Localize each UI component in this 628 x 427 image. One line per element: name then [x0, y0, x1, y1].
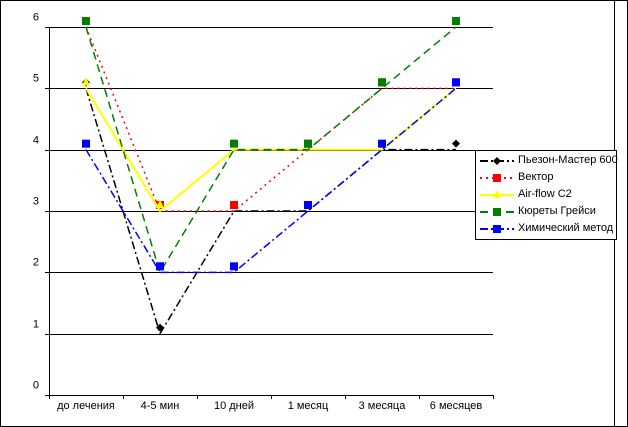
- y-tick-label: 4: [33, 135, 39, 147]
- data-point-square: [493, 174, 501, 182]
- series-3: [82, 17, 460, 275]
- series-0: [82, 78, 460, 336]
- data-point-square: [82, 17, 90, 25]
- data-point-square: [452, 78, 460, 87]
- legend-label: Химический метод: [518, 222, 614, 234]
- series-line: [85, 87, 457, 274]
- legend-swatch: [480, 190, 514, 198]
- y-tick-label: 5: [33, 73, 39, 85]
- data-point-square: [82, 139, 90, 148]
- series-4: [82, 78, 460, 274]
- legend-swatch: [480, 208, 514, 216]
- legend-item: Кюреты Грейси: [476, 203, 616, 221]
- data-point-square: [230, 201, 238, 209]
- y-tick-label: 1: [33, 319, 39, 331]
- x-tick-label: 3 месяца: [359, 400, 407, 412]
- legend-swatch: [480, 174, 514, 182]
- x-tick-label: 1 месяц: [288, 400, 329, 412]
- legend-item: Air-flow C2: [476, 186, 616, 204]
- y-tick-label: 6: [33, 12, 39, 24]
- x-tick-label: 6 месяцев: [430, 400, 483, 412]
- series-2: [82, 77, 460, 213]
- series-line: [85, 88, 456, 336]
- data-point-diamond: [493, 157, 501, 165]
- data-point-square: [156, 262, 164, 271]
- data-point-diamond: [156, 323, 164, 332]
- y-tick-label: 2: [33, 257, 39, 269]
- data-point-square: [230, 139, 238, 148]
- data-point-square: [304, 201, 312, 209]
- y-tick-label: 3: [33, 196, 39, 208]
- legend-swatch: [480, 225, 514, 233]
- data-point-triangle: [156, 200, 164, 208]
- data-point-square: [493, 225, 501, 233]
- data-point-square: [304, 139, 312, 148]
- legend-label: Пьезон-Мастер 600: [518, 154, 618, 166]
- data-point-square: [378, 139, 386, 148]
- legend-item: Химический метод: [476, 220, 616, 238]
- series-line: [85, 26, 456, 212]
- x-tick-label: до лечения: [57, 400, 115, 412]
- legend-label: Кюреты Грейси: [518, 205, 596, 217]
- legend-label: Air-flow C2: [518, 188, 572, 200]
- legend-item: Вектор: [476, 169, 616, 187]
- legend-swatch: [480, 157, 514, 165]
- x-tick-label: 10 дней: [214, 400, 254, 412]
- data-point-square: [230, 262, 238, 271]
- series-line: [85, 26, 457, 275]
- data-point-triangle: [493, 190, 501, 198]
- legend-label: Вектор: [518, 171, 554, 183]
- y-tick-label: 0: [33, 380, 39, 392]
- x-tick-label: 4-5 мин: [141, 400, 180, 412]
- data-point-square: [378, 78, 386, 87]
- data-point-diamond: [452, 139, 460, 148]
- data-point-triangle: [82, 77, 90, 86]
- legend-item: Пьезон-Мастер 600: [476, 152, 618, 170]
- legend: Пьезон-Мастер 600 Вектор Air-flow C2 Кюреты…: [475, 150, 618, 240]
- data-point-square: [493, 208, 501, 216]
- data-point-square: [452, 17, 460, 25]
- series-1: [82, 17, 460, 212]
